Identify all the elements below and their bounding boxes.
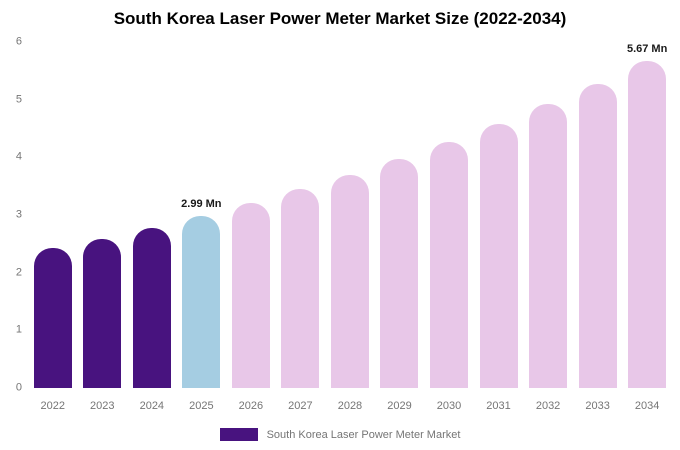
bar-slot-2028 — [325, 42, 375, 388]
y-tick-2: 2 — [15, 266, 22, 279]
x-tick-2025: 2025 — [189, 400, 214, 412]
bar-2027 — [281, 189, 320, 388]
x-axis-labels: 2022 2023 2024 2025 2026 2027 2028 2029 2030 2031… — [28, 400, 672, 412]
bar-slot-2032 — [523, 42, 573, 388]
bar-slot-2024 — [127, 42, 177, 388]
bar-value-label-2034: 5.67 Mn — [626, 43, 668, 56]
y-tick-5: 5 — [15, 93, 22, 106]
x-tick-2026: 2026 — [238, 400, 264, 412]
bar-2032 — [529, 104, 568, 388]
bar-slot-2022 — [28, 42, 78, 388]
y-tick-3: 3 — [15, 208, 22, 221]
x-tick-2030: 2030 — [436, 400, 462, 412]
bar-2022 — [33, 248, 72, 388]
bar-slot-2034: 5.67 Mn — [622, 42, 672, 388]
bar-slot-2031 — [474, 42, 524, 388]
bar-2029 — [380, 159, 419, 388]
bar-2034 — [628, 61, 667, 388]
x-tick-2022: 2022 — [40, 400, 65, 412]
bar-2028 — [330, 174, 369, 388]
x-tick-2028: 2028 — [337, 400, 363, 412]
bars-row: 2.99 Mn 5.67 Mn — [28, 42, 672, 388]
bar-2025 — [182, 215, 221, 388]
bar-value-label-2025: 2.99 Mn — [181, 197, 222, 210]
y-tick-1: 1 — [15, 323, 22, 336]
bar-2030 — [430, 141, 469, 388]
x-tick-2027: 2027 — [288, 400, 313, 412]
bar-slot-2030 — [424, 42, 474, 388]
x-tick-2031: 2031 — [486, 400, 511, 412]
y-tick-0: 0 — [15, 381, 22, 394]
chart-title: South Korea Laser Power Meter Market Siz… — [113, 9, 567, 28]
legend-swatch — [219, 428, 258, 441]
bar-slot-2025: 2.99 Mn — [177, 42, 227, 388]
plot-area: 0 1 2 3 4 5 6 2.99 Mn 5.67 Mn — [16, 36, 672, 393]
x-tick-2024: 2024 — [139, 400, 165, 412]
x-tick-2032: 2032 — [535, 400, 561, 412]
x-tick-2034: 2034 — [634, 400, 660, 412]
bar-2031 — [479, 123, 518, 388]
bar-slot-2027 — [276, 42, 326, 388]
bar-2033 — [578, 83, 617, 388]
x-tick-2023: 2023 — [90, 400, 115, 412]
x-tick-2029: 2029 — [387, 400, 412, 412]
bar-slot-2023 — [78, 42, 128, 388]
legend-label: South Korea Laser Power Meter Market — [266, 428, 461, 441]
legend: South Korea Laser Power Meter Market — [0, 428, 680, 441]
bar-2023 — [83, 238, 122, 388]
bar-2026 — [231, 202, 270, 388]
bar-slot-2029 — [375, 42, 425, 388]
bar-2024 — [132, 227, 171, 388]
x-tick-2033: 2033 — [585, 400, 610, 412]
y-tick-4: 4 — [15, 150, 22, 163]
bar-slot-2026 — [226, 42, 276, 388]
bar-slot-2033 — [573, 42, 623, 388]
y-tick-6: 6 — [15, 35, 22, 48]
